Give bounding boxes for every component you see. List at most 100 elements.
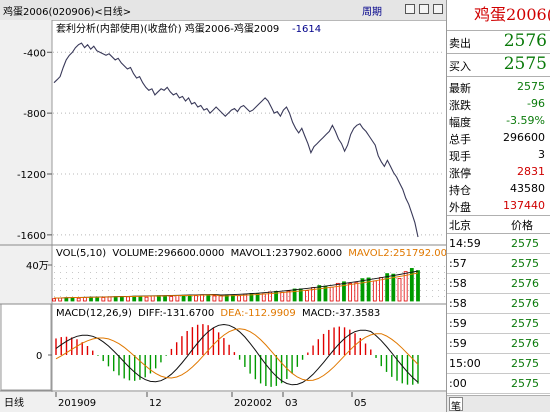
- volume-bars: [52, 268, 420, 302]
- tick-row: :00 2575: [447, 374, 550, 394]
- quote-row: 涨停 2831: [447, 163, 550, 181]
- dea-line: [55, 328, 419, 382]
- chart-header-value: -1614: [292, 24, 321, 35]
- checkbox-icon[interactable]: [405, 4, 415, 14]
- quote-row: 涨跌 -96: [447, 95, 550, 113]
- tick-price-header: 价格: [511, 219, 533, 232]
- price-tick-label: -1200: [17, 170, 46, 181]
- tick-time: :58: [449, 297, 467, 310]
- volume-bar: [397, 278, 402, 302]
- tick-price: 2576: [511, 277, 539, 290]
- volume-bar: [255, 293, 260, 302]
- volume-bar: [187, 295, 192, 302]
- quote-row: 总手 296600: [447, 129, 550, 147]
- diff-line: [55, 323, 419, 386]
- price-tick-label: -800: [23, 109, 46, 120]
- x-tick-label: 202002: [234, 398, 272, 409]
- quote-row-label: 涨停: [449, 167, 471, 180]
- x-tick-label: 201909: [58, 398, 96, 409]
- tick-time: :57: [449, 257, 467, 270]
- buy-label: 买入: [449, 60, 471, 73]
- tick-footer: 笔: [447, 395, 550, 413]
- quote-row-value: -3.59%: [506, 114, 545, 127]
- tick-row: :57 2575: [447, 254, 550, 274]
- tick-row: :58 2576: [447, 274, 550, 294]
- macd-header: MACD(12,26,9) DIFF:-131.6700 DEA:-112.99…: [56, 308, 380, 319]
- volume-bar: [218, 295, 223, 302]
- chart-header: 套利分析(内部使用)(收盘价) 鸡蛋2006-鸡蛋2009: [56, 22, 279, 35]
- quote-row-label: 持仓: [449, 184, 471, 197]
- x-axis-ticks: 日线 201909 12 202002 03 05: [4, 392, 367, 409]
- quote-row-label: 幅度: [449, 116, 471, 129]
- quote-row-value: 3: [538, 148, 545, 161]
- volume-bar: [169, 296, 174, 302]
- chart-area[interactable]: 套利分析(内部使用)(收盘价) 鸡蛋2006-鸡蛋2009 -1614 -400…: [0, 20, 446, 412]
- buy-row: 买入 2575: [447, 53, 550, 76]
- volume-bar: [70, 297, 75, 302]
- quote-row-label: 涨跌: [449, 99, 471, 112]
- tick-tab-button[interactable]: 笔: [449, 397, 463, 413]
- sell-label: 卖出: [449, 37, 471, 50]
- x-tick-label: 05: [354, 398, 367, 409]
- quote-row-value: 137440: [503, 199, 545, 212]
- volume-bar: [206, 294, 211, 302]
- volume-bar: [409, 268, 414, 302]
- volume-bar: [335, 282, 340, 302]
- volume-bar: [391, 273, 396, 302]
- volume-axis-label: 40万: [26, 261, 49, 272]
- tick-price: 2575: [511, 237, 539, 250]
- quote-row-label: 最新: [449, 82, 471, 95]
- volume-bar: [286, 290, 291, 302]
- window-title: 鸡蛋2006(020906)<日线>: [3, 7, 132, 18]
- symbol-title: 鸡蛋2006(: [474, 5, 550, 24]
- volume-bar: [52, 298, 56, 302]
- volume-bar: [138, 296, 143, 302]
- volume-bar: [317, 285, 322, 302]
- volume-bar: [360, 278, 365, 302]
- quote-row-label: 外盘: [449, 201, 471, 214]
- quote-row-value: 43580: [510, 182, 545, 195]
- quote-row-value: -96: [527, 97, 545, 110]
- tick-time: 14:59: [449, 237, 481, 250]
- price-series-line: [53, 42, 419, 238]
- volume-bar: [181, 294, 186, 302]
- macd-bars: [55, 324, 419, 387]
- tick-time: :59: [449, 317, 467, 330]
- quote-row-label: 总手: [449, 133, 471, 146]
- tick-time: :59: [449, 337, 467, 350]
- tick-price: 2575: [511, 317, 539, 330]
- quote-panel: 鸡蛋2006( 卖出 2576 买入 2575 最新 2575 涨跌 -96 幅度 -3.…: [446, 0, 550, 413]
- macd-axis-box: [0, 303, 52, 391]
- quote-row-value: 296600: [503, 131, 545, 144]
- volume-bar: [144, 296, 149, 302]
- tick-price: 2576: [511, 297, 539, 310]
- tick-time: :58: [449, 277, 467, 290]
- tick-row: 15:00 2575: [447, 354, 550, 374]
- tick-price: 2575: [511, 377, 539, 390]
- tick-price: 2576: [511, 337, 539, 350]
- quote-row-label: 现手: [449, 150, 471, 163]
- x-tick-label: 12: [149, 398, 162, 409]
- volume-bar: [119, 297, 124, 302]
- tick-time: :00: [449, 377, 467, 390]
- period-button[interactable]: 周期: [362, 7, 382, 18]
- volume-bar: [212, 295, 217, 302]
- volume-bar: [95, 297, 100, 302]
- tick-row: :58 2576: [447, 294, 550, 314]
- tick-price: 2575: [511, 357, 539, 370]
- volume-bar: [156, 295, 161, 302]
- minimize-icon[interactable]: [419, 4, 429, 14]
- quote-row: 最新 2575: [447, 78, 550, 96]
- price-tick-label: -1600: [17, 231, 46, 242]
- quote-row: 外盘 137440: [447, 197, 550, 215]
- macd-zero-label: 0: [36, 351, 42, 362]
- tick-row: :59 2575: [447, 314, 550, 334]
- price-grid: [53, 51, 445, 236]
- x-tick-label: 03: [285, 398, 298, 409]
- quote-row-value: 2575: [517, 80, 545, 93]
- tick-price: 2575: [511, 257, 539, 270]
- volume-bar: [348, 283, 353, 302]
- close-icon[interactable]: [433, 4, 443, 14]
- volume-header: VOL(5,10) VOLUME:296600.0000 MAVOL1:2379…: [56, 248, 446, 259]
- x-axis-period-label: 日线: [4, 396, 24, 409]
